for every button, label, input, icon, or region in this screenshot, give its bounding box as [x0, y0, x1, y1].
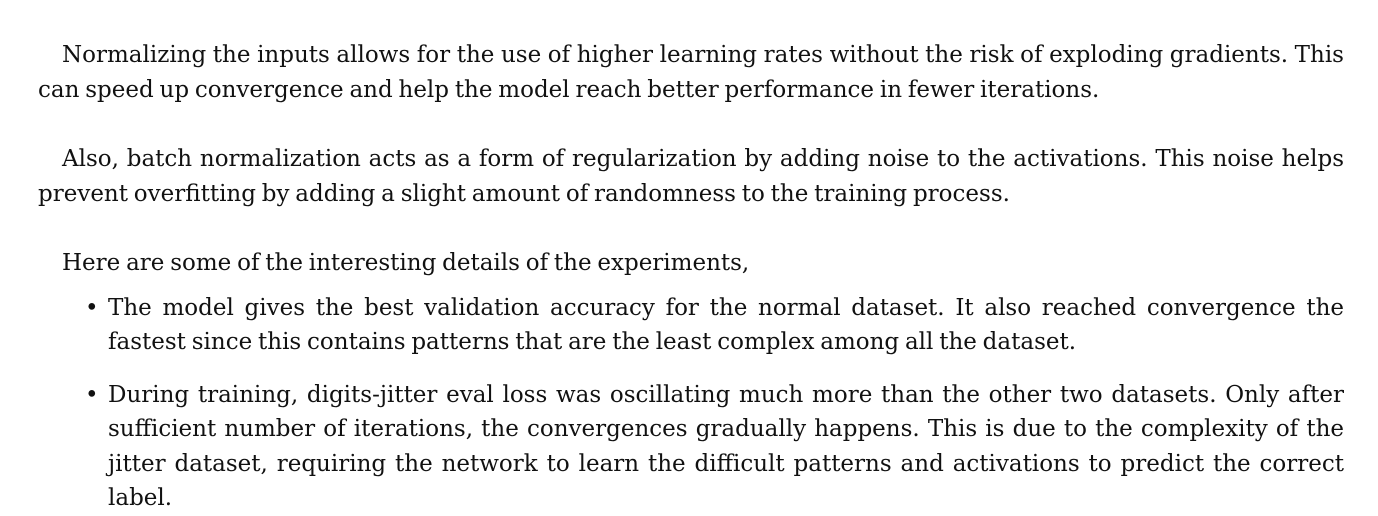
paragraph-normalization-benefits: Normalizing the inputs allows for the us…	[38, 42, 1344, 103]
bullet-icon: •	[85, 381, 99, 408]
details-intro: Here are some of the interesting details…	[62, 250, 750, 276]
paragraph-regularization: Also, batch normalization acts as a form…	[38, 146, 1344, 207]
list-item: • During training, digits-jitter eval lo…	[38, 378, 1344, 516]
bullet-icon: •	[85, 294, 99, 321]
list-item-text: During training, digits-jitter eval loss…	[108, 381, 1344, 512]
details-list: • The model gives the best validation ac…	[38, 291, 1344, 516]
list-item: • The model gives the best validation ac…	[38, 291, 1344, 360]
document-body: Normalizing the inputs allows for the us…	[38, 38, 1344, 516]
list-item-text: The model gives the best validation accu…	[108, 294, 1344, 356]
